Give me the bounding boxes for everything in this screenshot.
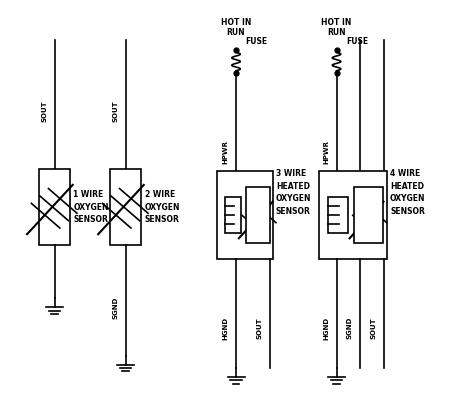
- Bar: [110, 170, 141, 245]
- Bar: [217, 172, 273, 260]
- Text: 1 WIRE
OXYGEN
SENSOR: 1 WIRE OXYGEN SENSOR: [73, 190, 109, 223]
- Text: SOUT: SOUT: [257, 317, 263, 338]
- Bar: [39, 170, 70, 245]
- Text: HPWR: HPWR: [323, 139, 329, 163]
- Text: 3 WIRE
HEATED
OXYGEN
SENSOR: 3 WIRE HEATED OXYGEN SENSOR: [276, 169, 311, 216]
- Bar: [225, 198, 241, 234]
- Text: SGND: SGND: [347, 316, 353, 338]
- Bar: [319, 172, 387, 260]
- Text: SOUT: SOUT: [371, 317, 376, 338]
- Text: RUN: RUN: [327, 28, 346, 37]
- Text: HPWR: HPWR: [223, 139, 228, 163]
- Text: 2 WIRE
OXYGEN
SENSOR: 2 WIRE OXYGEN SENSOR: [145, 190, 180, 223]
- Text: FUSE: FUSE: [346, 36, 368, 45]
- Bar: [246, 188, 270, 244]
- Text: SGND: SGND: [112, 296, 118, 318]
- Text: FUSE: FUSE: [246, 36, 268, 45]
- Text: 4 WIRE
HEATED
OXYGEN
SENSOR: 4 WIRE HEATED OXYGEN SENSOR: [390, 169, 426, 216]
- Text: SOUT: SOUT: [41, 100, 47, 121]
- Text: HOT IN: HOT IN: [321, 18, 352, 27]
- Text: HGND: HGND: [323, 316, 329, 339]
- Text: HOT IN: HOT IN: [221, 18, 251, 27]
- Bar: [328, 198, 347, 234]
- Text: HGND: HGND: [223, 316, 228, 339]
- Text: SOUT: SOUT: [112, 100, 118, 121]
- Text: RUN: RUN: [227, 28, 246, 37]
- Bar: [354, 188, 383, 244]
